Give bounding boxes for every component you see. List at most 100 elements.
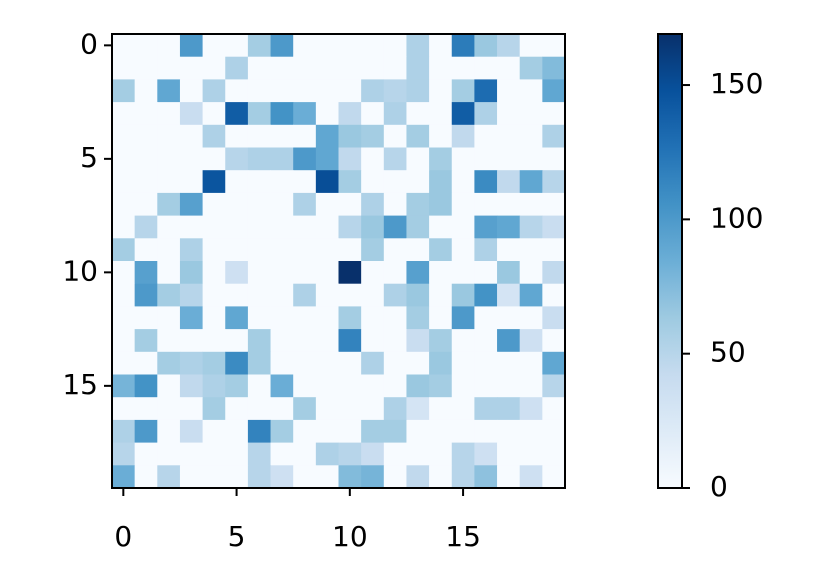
heat-cell [134, 306, 158, 330]
heat-cell [202, 465, 226, 489]
heat-cell [202, 79, 226, 103]
heat-cell [247, 124, 271, 148]
heat-cell [519, 124, 543, 148]
heat-cell [112, 147, 136, 171]
colorbar-tick-label: 50 [710, 336, 746, 369]
heat-cell [338, 465, 362, 489]
heat-cell [293, 215, 317, 239]
heat-cell [383, 306, 407, 330]
heat-cell [542, 79, 566, 103]
heat-cell [247, 442, 271, 466]
y-tick-label: 10 [62, 254, 98, 287]
heat-cell [247, 397, 271, 421]
heat-cell [519, 374, 543, 398]
heat-cell [225, 261, 249, 285]
heat-cell [497, 374, 521, 398]
heat-cell [179, 79, 203, 103]
heat-cell [451, 147, 475, 171]
heat-cell [270, 124, 294, 148]
heat-cell [225, 170, 249, 194]
heat-cell [406, 147, 430, 171]
heat-cell [134, 102, 158, 126]
heat-cell [270, 238, 294, 262]
heat-cell [406, 351, 430, 375]
heat-cell [519, 442, 543, 466]
heat-cell [429, 56, 453, 80]
heat-cell [429, 34, 453, 58]
heat-cell [338, 56, 362, 80]
heat-cell [293, 170, 317, 194]
heat-cell [293, 102, 317, 126]
heat-cell [406, 170, 430, 194]
heat-cell [293, 397, 317, 421]
heat-cell [474, 102, 498, 126]
heat-cell [270, 419, 294, 443]
heat-cell [519, 238, 543, 262]
heat-cell [112, 397, 136, 421]
heat-cell [134, 351, 158, 375]
heat-cell [429, 170, 453, 194]
heat-cell [542, 192, 566, 216]
heat-cell [202, 192, 226, 216]
heat-cell [247, 56, 271, 80]
heat-cell [247, 465, 271, 489]
heat-cell [270, 351, 294, 375]
heat-cell [247, 147, 271, 171]
heat-cell [519, 261, 543, 285]
heat-cell [157, 170, 181, 194]
heat-cell [112, 465, 136, 489]
colorbar-tick-label: 0 [710, 470, 728, 503]
heat-cell [315, 124, 339, 148]
heat-cell [406, 465, 430, 489]
heat-cell [474, 351, 498, 375]
heat-cell [406, 79, 430, 103]
heat-cell [497, 170, 521, 194]
heat-cell [519, 102, 543, 126]
heat-cell [270, 215, 294, 239]
heat-cell [497, 34, 521, 58]
heat-cell [157, 465, 181, 489]
heat-cell [361, 306, 385, 330]
heat-cell [247, 419, 271, 443]
heat-cell [474, 283, 498, 307]
heat-cell [134, 465, 158, 489]
heat-cell [338, 329, 362, 353]
heat-cell [383, 397, 407, 421]
heat-cell [338, 306, 362, 330]
heat-cell [202, 306, 226, 330]
heat-cell [451, 124, 475, 148]
heat-cell [338, 261, 362, 285]
heat-cell [225, 79, 249, 103]
heat-cell [383, 34, 407, 58]
heat-cell [157, 79, 181, 103]
heat-cell [383, 215, 407, 239]
x-tick-label: 5 [228, 520, 246, 553]
heat-cell [338, 351, 362, 375]
heat-cell [225, 442, 249, 466]
heat-cell [497, 124, 521, 148]
heat-cell [429, 192, 453, 216]
heat-cell [179, 374, 203, 398]
heat-cell [519, 465, 543, 489]
heat-cell [293, 306, 317, 330]
heat-cell [542, 102, 566, 126]
heat-cell [270, 397, 294, 421]
y-tick-label: 0 [80, 27, 98, 60]
heat-cell [542, 419, 566, 443]
heat-cell [474, 374, 498, 398]
heat-cell [157, 34, 181, 58]
heat-cell [406, 374, 430, 398]
heat-cell [429, 419, 453, 443]
heat-cell [338, 238, 362, 262]
heat-cell [112, 442, 136, 466]
heat-cell [406, 102, 430, 126]
heat-cell [293, 124, 317, 148]
heat-cell [179, 465, 203, 489]
heat-cell [112, 374, 136, 398]
heat-cell [134, 442, 158, 466]
heat-cell [383, 56, 407, 80]
heat-cell [293, 56, 317, 80]
heat-cell [134, 238, 158, 262]
heat-cell [179, 192, 203, 216]
heat-cell [338, 419, 362, 443]
